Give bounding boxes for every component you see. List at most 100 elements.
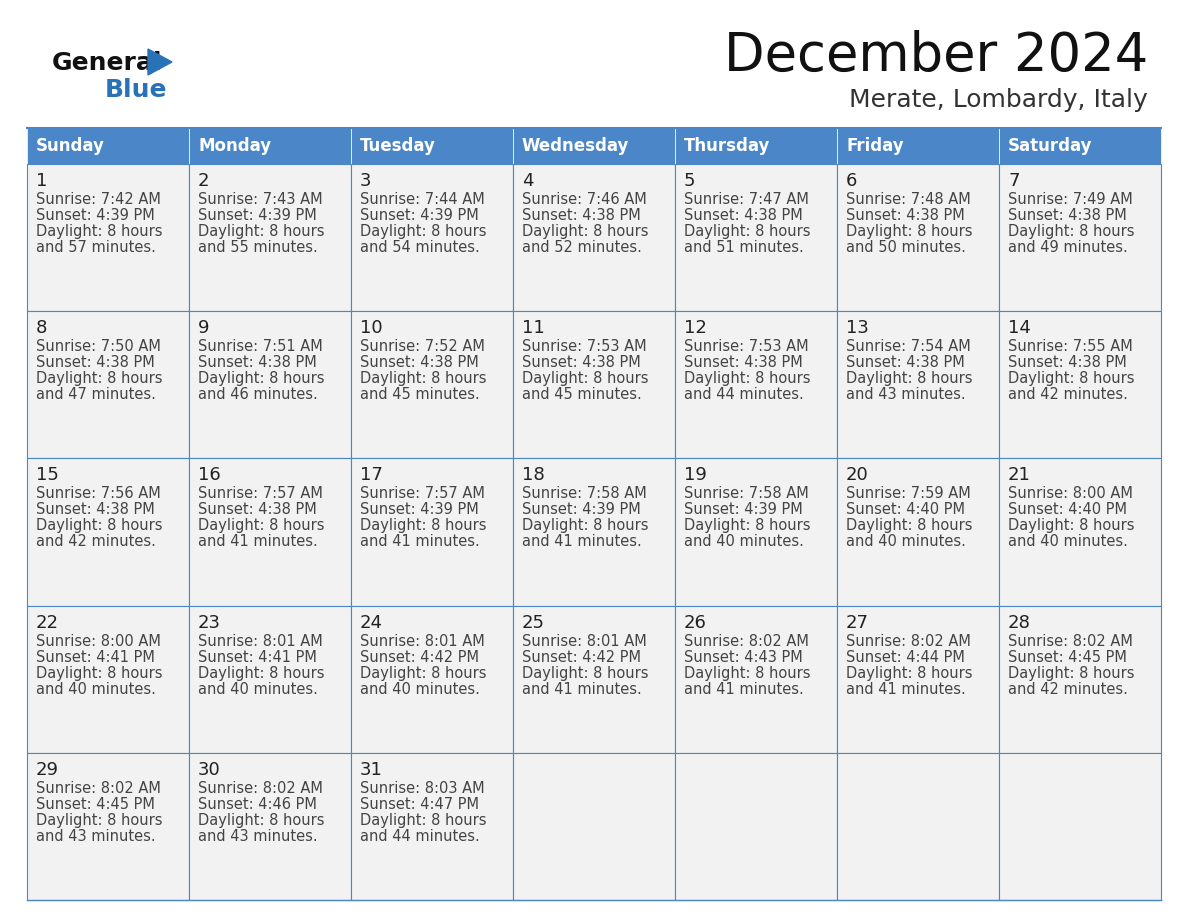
Text: 28: 28: [1007, 613, 1031, 632]
Text: and 40 minutes.: and 40 minutes.: [1007, 534, 1127, 549]
Text: Friday: Friday: [846, 137, 904, 155]
Text: Daylight: 8 hours: Daylight: 8 hours: [360, 371, 487, 386]
Text: Sunrise: 8:01 AM: Sunrise: 8:01 AM: [198, 633, 323, 649]
Text: 6: 6: [846, 172, 858, 190]
Text: Sunset: 4:38 PM: Sunset: 4:38 PM: [1007, 355, 1126, 370]
Text: and 43 minutes.: and 43 minutes.: [846, 387, 966, 402]
Text: Sunset: 4:45 PM: Sunset: 4:45 PM: [1007, 650, 1127, 665]
Text: Daylight: 8 hours: Daylight: 8 hours: [36, 812, 163, 828]
Text: Daylight: 8 hours: Daylight: 8 hours: [846, 371, 973, 386]
Text: Daylight: 8 hours: Daylight: 8 hours: [360, 519, 487, 533]
Text: 3: 3: [360, 172, 372, 190]
Text: and 52 minutes.: and 52 minutes.: [522, 240, 642, 255]
Text: Sunrise: 8:02 AM: Sunrise: 8:02 AM: [684, 633, 809, 649]
Text: 2: 2: [198, 172, 209, 190]
Text: Sunset: 4:45 PM: Sunset: 4:45 PM: [36, 797, 154, 812]
Text: Daylight: 8 hours: Daylight: 8 hours: [36, 519, 163, 533]
Text: Daylight: 8 hours: Daylight: 8 hours: [360, 812, 487, 828]
Text: 1: 1: [36, 172, 48, 190]
Bar: [350, 606, 513, 753]
Text: and 42 minutes.: and 42 minutes.: [1007, 681, 1127, 697]
Bar: [350, 164, 513, 311]
Text: 8: 8: [36, 319, 48, 337]
Text: Daylight: 8 hours: Daylight: 8 hours: [684, 224, 810, 239]
Text: Merate, Lombardy, Italy: Merate, Lombardy, Italy: [849, 88, 1148, 112]
Text: Daylight: 8 hours: Daylight: 8 hours: [360, 666, 487, 680]
Text: and 44 minutes.: and 44 minutes.: [684, 387, 804, 402]
Text: Sunrise: 7:57 AM: Sunrise: 7:57 AM: [198, 487, 323, 501]
Bar: [999, 164, 1161, 311]
Bar: [27, 753, 189, 900]
Bar: [999, 458, 1161, 606]
Text: Daylight: 8 hours: Daylight: 8 hours: [522, 666, 649, 680]
Text: Sunrise: 8:02 AM: Sunrise: 8:02 AM: [1007, 633, 1133, 649]
Bar: [999, 606, 1161, 753]
Text: and 44 minutes.: and 44 minutes.: [360, 829, 480, 844]
Bar: [27, 606, 189, 753]
Text: Sunset: 4:38 PM: Sunset: 4:38 PM: [522, 208, 640, 223]
Text: 23: 23: [198, 613, 221, 632]
Text: Daylight: 8 hours: Daylight: 8 hours: [198, 224, 324, 239]
Text: Daylight: 8 hours: Daylight: 8 hours: [684, 371, 810, 386]
Text: and 41 minutes.: and 41 minutes.: [684, 681, 804, 697]
Text: and 47 minutes.: and 47 minutes.: [36, 387, 156, 402]
Text: Sunset: 4:38 PM: Sunset: 4:38 PM: [36, 502, 154, 518]
Text: Daylight: 8 hours: Daylight: 8 hours: [846, 224, 973, 239]
Text: Sunset: 4:39 PM: Sunset: 4:39 PM: [522, 502, 640, 518]
Text: Sunrise: 7:42 AM: Sunrise: 7:42 AM: [36, 192, 160, 207]
Text: Sunrise: 7:52 AM: Sunrise: 7:52 AM: [360, 339, 485, 354]
Bar: [675, 311, 838, 458]
Text: Sunrise: 7:56 AM: Sunrise: 7:56 AM: [36, 487, 160, 501]
Text: Sunrise: 7:55 AM: Sunrise: 7:55 AM: [1007, 339, 1132, 354]
Text: and 41 minutes.: and 41 minutes.: [360, 534, 480, 549]
Text: Daylight: 8 hours: Daylight: 8 hours: [198, 812, 324, 828]
Text: and 49 minutes.: and 49 minutes.: [1007, 240, 1127, 255]
Text: Sunset: 4:39 PM: Sunset: 4:39 PM: [684, 502, 803, 518]
Text: Daylight: 8 hours: Daylight: 8 hours: [684, 519, 810, 533]
Bar: [350, 458, 513, 606]
Text: Daylight: 8 hours: Daylight: 8 hours: [1007, 666, 1135, 680]
Text: Thursday: Thursday: [684, 137, 770, 155]
Text: Sunset: 4:46 PM: Sunset: 4:46 PM: [198, 797, 317, 812]
Text: and 41 minutes.: and 41 minutes.: [522, 534, 642, 549]
Text: Sunset: 4:41 PM: Sunset: 4:41 PM: [36, 650, 154, 665]
Text: and 45 minutes.: and 45 minutes.: [522, 387, 642, 402]
Polygon shape: [148, 49, 172, 75]
Text: 7: 7: [1007, 172, 1019, 190]
Text: Sunrise: 8:02 AM: Sunrise: 8:02 AM: [198, 781, 323, 796]
Text: Daylight: 8 hours: Daylight: 8 hours: [522, 224, 649, 239]
Bar: [513, 164, 675, 311]
Text: Daylight: 8 hours: Daylight: 8 hours: [1007, 371, 1135, 386]
Text: Sunset: 4:38 PM: Sunset: 4:38 PM: [36, 355, 154, 370]
Text: Daylight: 8 hours: Daylight: 8 hours: [846, 666, 973, 680]
Text: Sunrise: 7:54 AM: Sunrise: 7:54 AM: [846, 339, 971, 354]
Bar: [350, 753, 513, 900]
Text: Sunrise: 7:44 AM: Sunrise: 7:44 AM: [360, 192, 485, 207]
Text: Sunset: 4:38 PM: Sunset: 4:38 PM: [198, 502, 317, 518]
Text: Sunday: Sunday: [36, 137, 105, 155]
Bar: [675, 753, 838, 900]
Text: Sunrise: 8:00 AM: Sunrise: 8:00 AM: [36, 633, 160, 649]
Text: Daylight: 8 hours: Daylight: 8 hours: [1007, 519, 1135, 533]
Text: 27: 27: [846, 613, 868, 632]
Text: Daylight: 8 hours: Daylight: 8 hours: [198, 666, 324, 680]
Text: Tuesday: Tuesday: [360, 137, 436, 155]
Text: Daylight: 8 hours: Daylight: 8 hours: [198, 519, 324, 533]
Text: 12: 12: [684, 319, 707, 337]
Text: Sunset: 4:41 PM: Sunset: 4:41 PM: [198, 650, 317, 665]
Text: and 51 minutes.: and 51 minutes.: [684, 240, 804, 255]
Text: Sunrise: 7:49 AM: Sunrise: 7:49 AM: [1007, 192, 1132, 207]
Bar: [513, 458, 675, 606]
Bar: [675, 458, 838, 606]
Text: Daylight: 8 hours: Daylight: 8 hours: [684, 666, 810, 680]
Text: Daylight: 8 hours: Daylight: 8 hours: [522, 519, 649, 533]
Text: 31: 31: [360, 761, 383, 778]
Text: and 41 minutes.: and 41 minutes.: [198, 534, 317, 549]
Text: Sunset: 4:39 PM: Sunset: 4:39 PM: [360, 502, 479, 518]
Text: Sunrise: 8:01 AM: Sunrise: 8:01 AM: [360, 633, 485, 649]
Text: Sunrise: 7:48 AM: Sunrise: 7:48 AM: [846, 192, 971, 207]
Bar: [999, 753, 1161, 900]
Text: Blue: Blue: [105, 78, 168, 102]
Text: Sunset: 4:38 PM: Sunset: 4:38 PM: [1007, 208, 1126, 223]
Text: Sunrise: 7:58 AM: Sunrise: 7:58 AM: [684, 487, 809, 501]
